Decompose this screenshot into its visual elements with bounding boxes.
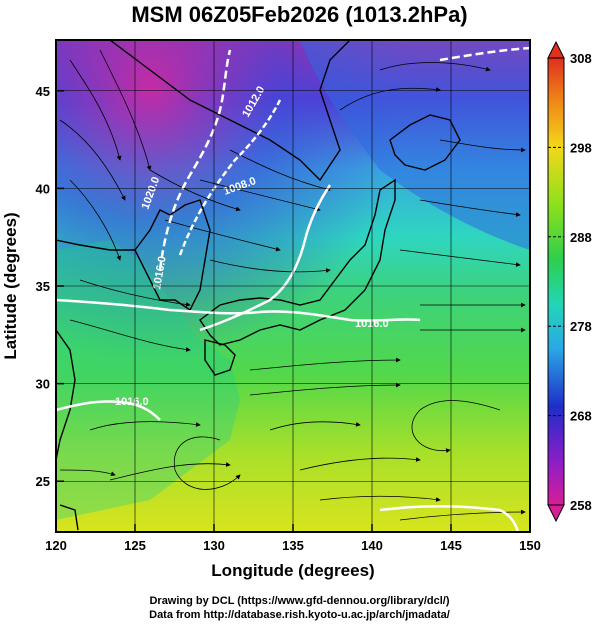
colorbar-tick-label: 288 — [570, 230, 592, 245]
y-axis-label: Latitude (degrees) — [1, 212, 20, 359]
data-credit: Data from http://database.rish.kyoto-u.a… — [149, 609, 450, 621]
x-tick-label: 135 — [282, 538, 304, 553]
map-title: MSM 06Z05Feb2026 (1013.2hPa) — [131, 2, 468, 27]
x-tick-label: 140 — [361, 538, 383, 553]
x-axis-label: Longitude (degrees) — [211, 561, 374, 580]
isobar-label: 1016.0 — [115, 396, 149, 408]
colorbar-bottom-arrow — [547, 504, 565, 523]
x-tick-label: 120 — [45, 538, 67, 553]
x-tick-label: 145 — [440, 538, 462, 553]
x-tick-label: 150 — [519, 538, 541, 553]
colorbar-scale — [547, 57, 565, 506]
y-tick-label: 45 — [36, 84, 50, 99]
x-axis-ticks: 120 125 130 135 140 145 150 — [45, 524, 541, 553]
coastlines — [56, 40, 461, 531]
y-tick-label: 40 — [36, 181, 50, 196]
colorbar-tick-label: 258 — [570, 498, 592, 513]
isobar-label: 1016.0 — [151, 255, 169, 290]
drawing-credit: Drawing by DCL (https://www.gfd-dennou.o… — [149, 595, 450, 607]
colorbar-tick-label: 298 — [570, 140, 592, 155]
colorbar: 308 298 288 278 268 258 — [547, 40, 592, 523]
x-tick-label: 125 — [124, 538, 146, 553]
colorbar-tick-label: 308 — [570, 51, 592, 66]
isobars — [56, 46, 530, 532]
colorbar-tick-label: 268 — [570, 409, 592, 424]
y-tick-label: 25 — [36, 474, 50, 489]
colorbar-top-arrow — [547, 40, 565, 59]
y-tick-label: 30 — [36, 377, 50, 392]
northern-cold-region — [300, 40, 530, 250]
y-tick-label: 35 — [36, 279, 50, 294]
wind-streamlines — [59, 49, 526, 521]
y-axis-ticks: 25 30 35 40 45 — [36, 84, 64, 489]
x-tick-label: 130 — [203, 538, 225, 553]
colorbar-tick-label: 278 — [570, 319, 592, 334]
east-china-sea-region — [56, 240, 240, 520]
